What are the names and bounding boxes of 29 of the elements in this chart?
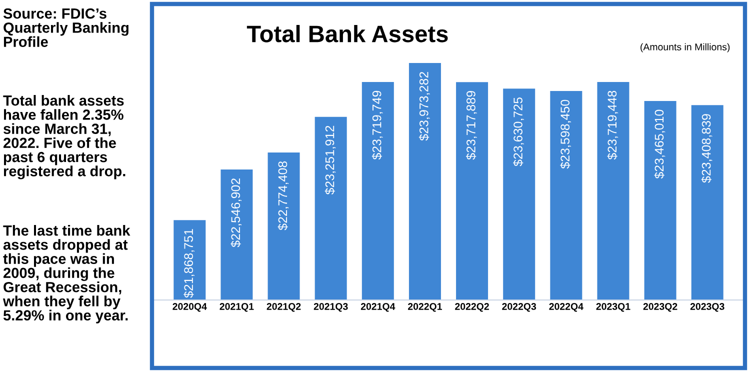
data-label: $23,251,912 [324,126,336,195]
x-tick-label: 2021Q1 [220,303,254,312]
data-label: $23,719,749 [372,90,383,160]
x-tick-label: 2021Q3 [314,303,348,312]
x-tick-label: 2021Q2 [266,303,301,312]
x-tick-label: 2023Q3 [690,303,724,312]
text: Total bank assets have fallen 2.35% since March 31, 2022. Five of the past 6 quarters registered a drop. [3,95,126,180]
text: (Amounts in Millions) [640,43,730,52]
data-label: $23,719,448 [607,90,618,160]
data-label: $21,868,751 [184,229,194,298]
x-tick-label: 2022Q1 [408,303,442,312]
data-label: $23,973,282 [418,72,430,141]
x-tick-label: 2022Q3 [502,303,536,312]
x-tick-label: 2022Q2 [455,303,489,312]
text: The last time bank assets dropped at this pace was in 2009, during the Great Recession, when they fell by 5.29% in one year. [2,225,130,324]
data-label: $23,408,839 [701,114,712,183]
data-label: $23,717,889 [466,91,477,160]
text: Total Bank Assets [246,24,448,42]
data-label: $22,546,902 [230,178,242,248]
x-tick-label: 2022Q4 [549,303,584,312]
data-label: $23,630,725 [513,97,524,166]
x-tick-label: 2020Q4 [172,303,207,312]
x-tick-label: 2023Q1 [596,303,630,312]
data-label: $22,774,408 [278,161,289,230]
data-label: $23,465,010 [654,110,666,179]
source-note: Source: FDIC’s Quarterly Banking Profile [3,8,128,48]
x-tick-label: 2023Q2 [643,303,678,312]
data-label: $23,598,450 [560,100,571,169]
x-tick-label: 2021Q4 [360,303,396,312]
